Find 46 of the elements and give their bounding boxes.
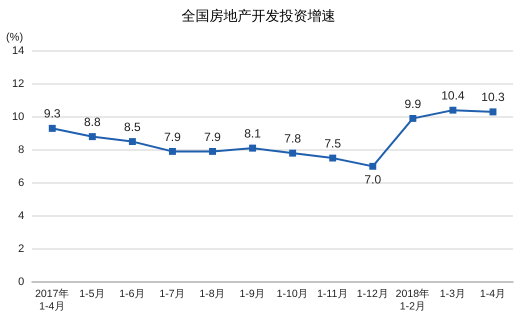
- x-tick-label: 1-11月: [317, 288, 348, 300]
- data-label: 8.8: [84, 114, 101, 129]
- x-tick-label: 1-5月: [79, 288, 106, 300]
- point: [329, 154, 336, 162]
- data-label: 7.8: [284, 131, 302, 146]
- point: [128, 138, 136, 146]
- data-label: 10.3: [481, 90, 505, 104]
- x-tick-label: 2017年 1-4月: [35, 288, 70, 313]
- y-tick-label: 10: [12, 110, 24, 123]
- x-tick-label: 1-3月: [440, 288, 466, 300]
- y-tick-label: 6: [18, 176, 24, 189]
- x-tick-label: 1-12月: [356, 288, 389, 300]
- data-label: 7.5: [324, 136, 342, 150]
- data-label: 9.3: [44, 106, 61, 121]
- y-tick-label: 2: [18, 242, 24, 255]
- x-tick-label: 1-7月: [159, 288, 186, 300]
- x-tick-label: 1-10月: [276, 288, 309, 300]
- data-label: 7.0: [364, 172, 382, 187]
- point: [369, 162, 376, 170]
- x-tick-label: 1-8月: [199, 288, 226, 300]
- point: [209, 148, 216, 155]
- point: [489, 108, 496, 116]
- point: [449, 106, 456, 114]
- data-label: 9.9: [404, 96, 422, 111]
- chart-title: 全国房地产开发投资增速: [182, 7, 336, 24]
- point: [88, 133, 96, 140]
- y-tick-label: 4: [18, 210, 24, 222]
- data-label: 8.1: [244, 126, 262, 140]
- data-label: 10.4: [441, 88, 465, 103]
- y-tick-label: 0: [18, 276, 24, 288]
- x-tick-label: 1-9月: [239, 288, 266, 300]
- x-tick-label: 1-4月: [480, 288, 506, 300]
- y-tick-label: 12: [12, 78, 24, 90]
- y-axis-title: (%): [6, 31, 24, 44]
- point: [168, 148, 176, 155]
- point: [249, 144, 256, 152]
- point: [289, 150, 296, 157]
- data-label: 7.9: [204, 130, 222, 144]
- data-label: 8.5: [124, 120, 142, 134]
- x-tick-label: 2018年 1-2月: [396, 288, 430, 313]
- y-tick-label: 8: [18, 144, 24, 156]
- data-label: 7.9: [164, 130, 182, 144]
- x-tick-label: 1-6月: [119, 288, 146, 300]
- point: [409, 114, 416, 122]
- point: [48, 124, 56, 132]
- y-tick-label: 14: [12, 44, 24, 57]
